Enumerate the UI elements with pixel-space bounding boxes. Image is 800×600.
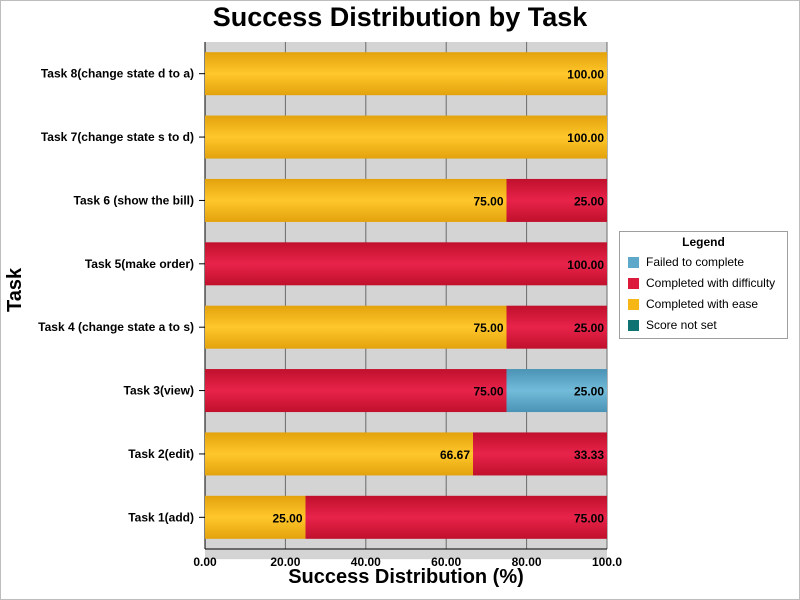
legend-title: Legend	[682, 235, 725, 249]
band	[205, 285, 607, 306]
x-tick-label: 0.00	[193, 555, 217, 569]
y-tick-label: Task 7(change state s to d)	[41, 130, 194, 144]
legend-swatch-ease	[628, 298, 639, 310]
bar-segment	[205, 495, 306, 539]
legend-label-difficulty: Completed with difficulty	[646, 276, 776, 290]
x-tick-label: 20.00	[270, 555, 300, 569]
bar-segment	[205, 242, 607, 286]
y-tick-label: Task 8(change state d to a)	[41, 67, 194, 81]
legend-label-ease: Completed with ease	[646, 297, 759, 311]
y-tick-label: Task 2(edit)	[128, 447, 194, 461]
band	[205, 95, 607, 116]
y-tick-label: Task 1(add)	[128, 510, 194, 524]
band	[205, 221, 607, 243]
data-label: 75.00	[473, 385, 503, 399]
legend-item-difficulty: Completed with difficulty	[628, 275, 775, 291]
y-axis-label: Task	[4, 267, 26, 312]
x-tick-label: 100.0	[592, 555, 622, 569]
y-tick-label: Task 3(view)	[124, 384, 194, 398]
legend-item-failed: Failed to complete	[628, 254, 744, 270]
bar-segment	[506, 305, 607, 349]
data-label: 75.00	[473, 194, 503, 208]
x-tick-label: 60.00	[431, 555, 461, 569]
data-label: 25.00	[272, 511, 302, 525]
band	[205, 348, 607, 370]
band	[205, 475, 607, 496]
bar-segment	[205, 432, 474, 476]
data-label: 100.00	[567, 68, 604, 82]
bar-segment	[506, 178, 607, 222]
data-label: 66.67	[440, 448, 470, 462]
y-tick-label: Task 5(make order)	[85, 257, 194, 271]
data-label: 100.00	[567, 258, 604, 272]
data-label: 100.00	[567, 131, 604, 145]
band	[205, 412, 607, 433]
y-tick-label: Task 6 (show the bill)	[74, 193, 194, 207]
legend-swatch-not-set	[628, 319, 639, 331]
data-label: 75.00	[574, 511, 604, 525]
band	[205, 158, 607, 179]
chart-title: Success Distribution by Task	[212, 2, 588, 32]
bar-segment	[205, 115, 607, 159]
x-tick-label: 80.00	[512, 555, 542, 569]
data-label: 33.33	[574, 448, 604, 462]
x-tick-label: 40.00	[351, 555, 381, 569]
y-tick-label: Task 4 (change state a to s)	[38, 320, 194, 334]
x-axis-label: Success Distribution (%)	[288, 566, 524, 588]
bar-segment	[305, 495, 607, 539]
bar-segment	[205, 369, 507, 413]
bar-segment	[205, 178, 507, 222]
bar-segment	[506, 369, 607, 413]
data-label: 25.00	[574, 321, 604, 335]
legend: Legend Failed to complete Completed with…	[619, 231, 788, 339]
bar-segment	[473, 432, 607, 476]
legend-swatch-failed	[628, 256, 639, 268]
legend-item-not-set: Score not set	[628, 317, 717, 333]
legend-item-ease: Completed with ease	[628, 296, 758, 312]
bar-segment	[205, 52, 607, 96]
bar-segment	[205, 305, 507, 349]
data-label: 75.00	[473, 321, 503, 335]
legend-swatch-difficulty	[628, 277, 639, 289]
data-label: 25.00	[574, 194, 604, 208]
data-label: 25.00	[574, 385, 604, 399]
legend-label-not-set: Score not set	[646, 318, 717, 332]
legend-label-failed: Failed to complete	[646, 255, 745, 269]
